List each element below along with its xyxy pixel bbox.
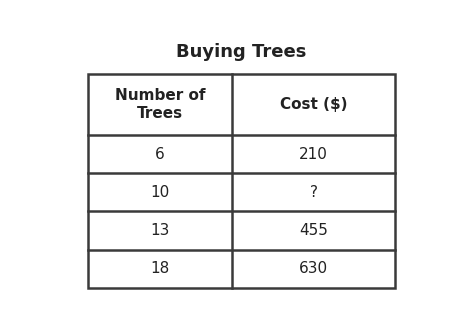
Text: 18: 18 bbox=[151, 261, 170, 276]
Text: Number of
Trees: Number of Trees bbox=[115, 87, 205, 121]
Text: Buying Trees: Buying Trees bbox=[176, 43, 307, 61]
Text: 210: 210 bbox=[299, 146, 328, 161]
Text: 6: 6 bbox=[155, 146, 165, 161]
Text: 10: 10 bbox=[151, 185, 170, 200]
Text: Cost ($): Cost ($) bbox=[280, 97, 347, 112]
Text: 455: 455 bbox=[299, 223, 328, 238]
Text: 13: 13 bbox=[150, 223, 170, 238]
Text: ?: ? bbox=[309, 185, 317, 200]
Bar bbox=[88, 74, 395, 288]
Text: 630: 630 bbox=[299, 261, 328, 276]
